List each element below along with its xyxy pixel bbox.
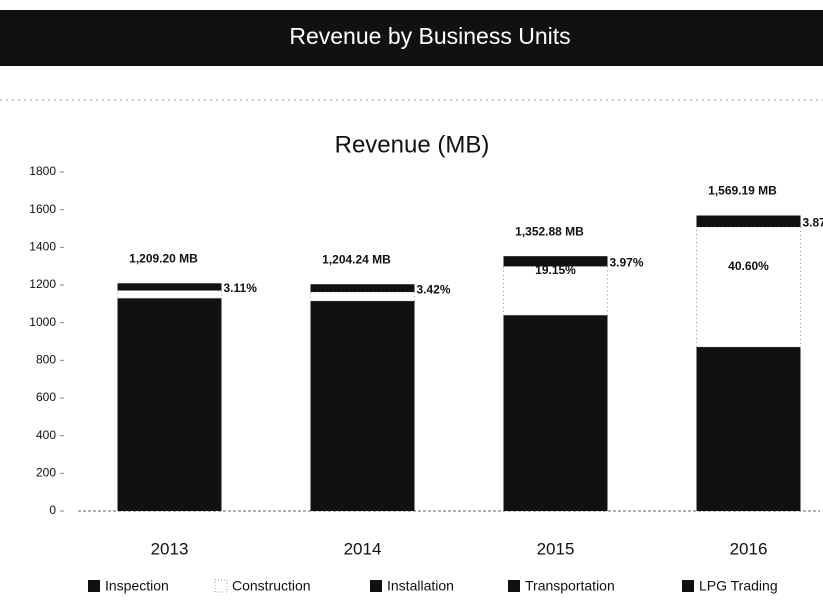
x-tick-label: 2013 — [151, 539, 189, 558]
y-tick-label: 0 — [49, 503, 56, 517]
header-band — [0, 10, 823, 66]
y-tick-label: 200 — [36, 466, 56, 480]
x-tick-label: 2016 — [730, 539, 768, 558]
bar-segment — [696, 226, 801, 348]
page-title: Revenue by Business Units — [289, 23, 570, 49]
y-tick-label: 1000 — [29, 315, 56, 329]
x-tick-label: 2015 — [537, 539, 575, 558]
total-label: 1,569.19 MB — [708, 184, 777, 198]
total-label: 1,209.20 MB — [129, 251, 198, 265]
bar-segment — [696, 346, 801, 511]
legend-swatch — [370, 580, 382, 592]
y-tick-label: 1200 — [29, 277, 56, 291]
share-label: 3.11% — [224, 281, 258, 295]
legend-swatch — [508, 580, 520, 592]
bar-segment — [696, 215, 801, 227]
y-tick-label: 1400 — [29, 240, 56, 254]
legend-swatch — [88, 580, 100, 592]
legend-swatch — [214, 579, 228, 593]
y-tick-label: 1800 — [29, 164, 56, 178]
bar-segment — [117, 283, 222, 291]
bar-segment — [310, 291, 415, 302]
share-label: 3.97% — [610, 255, 644, 269]
bar-segment — [117, 289, 222, 299]
x-tick-label: 2014 — [344, 539, 382, 558]
share-label: 3.87% — [803, 215, 823, 229]
share-label: 40.60% — [728, 259, 769, 273]
y-tick-label: 400 — [36, 428, 56, 442]
total-label: 1,204.24 MB — [322, 252, 391, 266]
y-tick-label: 1600 — [29, 202, 56, 216]
legend-swatch — [682, 580, 694, 592]
bar-segment — [503, 315, 608, 511]
legend-label: Construction — [232, 578, 311, 594]
bar-segment — [503, 256, 608, 267]
total-label: 1,352.88 MB — [515, 224, 584, 238]
chart-title: Revenue (MB) — [335, 131, 490, 158]
share-label: 3.42% — [417, 282, 451, 296]
legend-label: Inspection — [105, 578, 169, 594]
share-label: 19.15% — [535, 263, 576, 277]
legend-label: LPG Trading — [699, 578, 778, 594]
bar-segment — [310, 284, 415, 292]
legend-label: Transportation — [525, 578, 615, 594]
bar-segment — [310, 301, 415, 511]
bar-segment — [503, 265, 608, 316]
legend-label: Installation — [387, 578, 454, 594]
bar-segment — [117, 298, 222, 511]
y-tick-label: 600 — [36, 390, 56, 404]
y-tick-label: 800 — [36, 353, 56, 367]
